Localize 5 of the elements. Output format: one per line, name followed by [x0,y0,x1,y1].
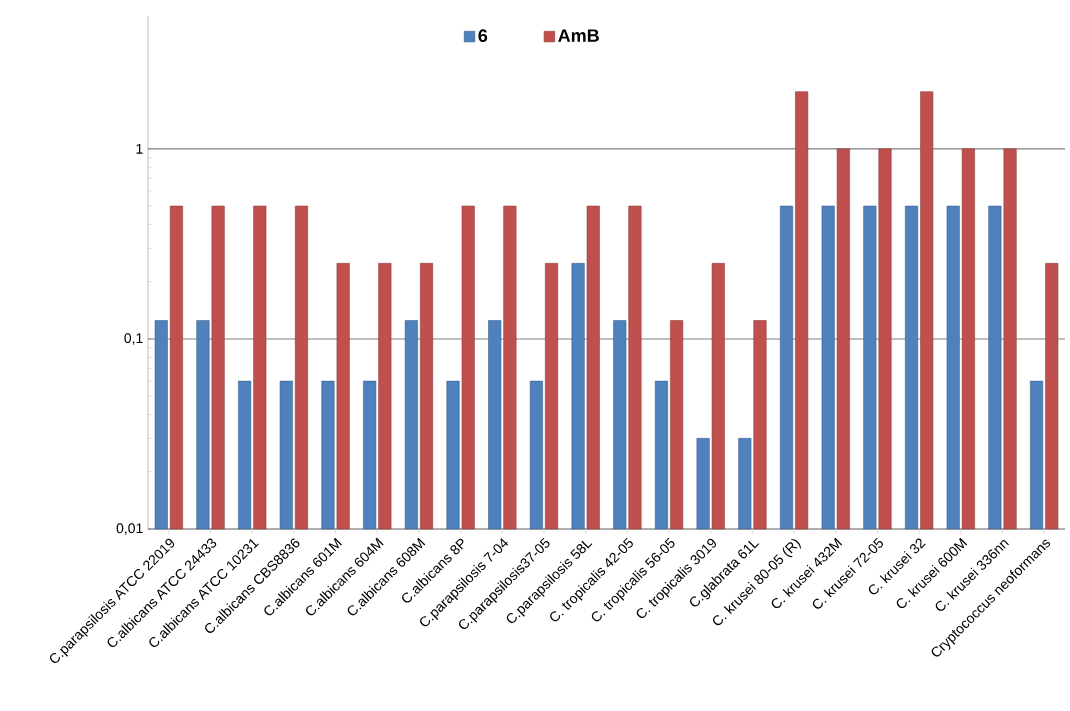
legend-label: AmB [558,29,599,42]
y-tick-label: 1 [136,144,143,154]
y-tick-label: 0,01 [116,523,143,535]
legend-label: 6 [478,29,488,43]
y-tick-label: 0,1 [124,333,143,345]
